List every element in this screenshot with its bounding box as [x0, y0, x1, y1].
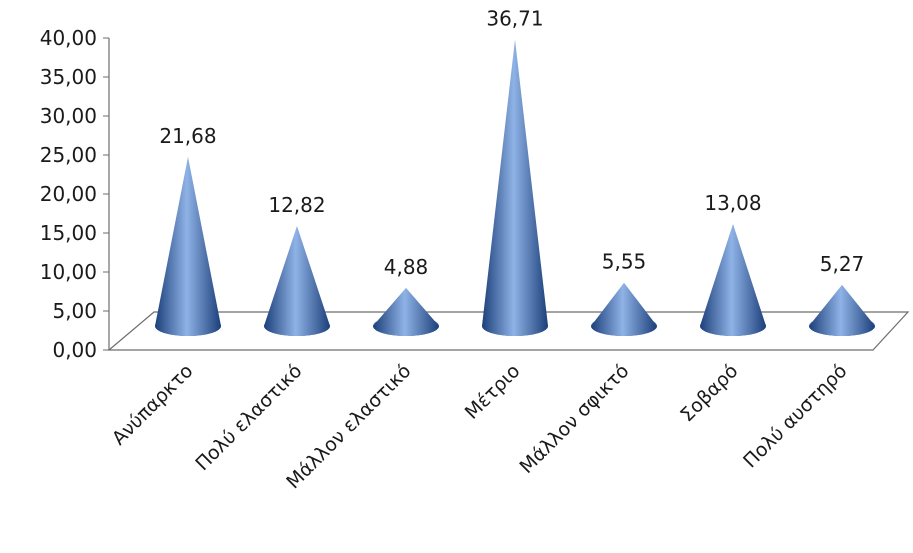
y-tick-label: 10,00 [40, 260, 97, 284]
y-tick-label: 0,00 [52, 338, 97, 362]
y-tick-label: 20,00 [40, 182, 97, 206]
value-labels: 21,68 12,82 4,88 36,71 5,55 13,08 5,27 [159, 7, 864, 279]
category-label: Σοβαρό [676, 360, 742, 426]
y-tick-label: 30,00 [40, 104, 97, 128]
cone-body [373, 287, 439, 336]
y-tick-label: 25,00 [40, 143, 97, 167]
value-label: 36,71 [486, 7, 543, 31]
cone-bar [809, 284, 875, 336]
category-label: Μάλλον σφικτό [515, 360, 633, 478]
cone-body [591, 282, 657, 336]
value-label: 5,55 [602, 250, 647, 274]
cones [155, 39, 875, 337]
value-label: 12,82 [268, 193, 325, 217]
y-tick-label: 35,00 [40, 65, 97, 89]
cone-body [809, 284, 875, 336]
category-label: Ανύπαρκτο [108, 360, 198, 450]
value-label: 4,88 [384, 255, 429, 279]
category-label: Μέτριο [461, 360, 525, 424]
cone-bar [482, 39, 548, 337]
cone-body [155, 156, 221, 336]
cone-bar [591, 282, 657, 336]
value-label: 13,08 [704, 191, 761, 215]
category-label: Μάλλον ελαστικό [282, 360, 415, 493]
cone-body [700, 223, 766, 336]
y-tick-label: 5,00 [52, 299, 97, 323]
cone-bar [264, 226, 330, 336]
value-label: 21,68 [159, 124, 216, 148]
cone-body [482, 39, 548, 337]
y-axis-ticks: 0,00 5,00 10,00 15,00 20,00 25,00 30,00 35,00 40… [40, 26, 109, 362]
y-tick-label: 40,00 [40, 26, 97, 50]
category-label: Πολύ ελαστικό [191, 360, 306, 475]
cone-bar [700, 223, 766, 336]
value-label: 5,27 [820, 252, 865, 276]
y-tick-label: 15,00 [40, 221, 97, 245]
cone-bar [373, 287, 439, 336]
cone-bar [155, 156, 221, 336]
category-label: Πολύ αυστηρό [739, 360, 851, 472]
cone-body [264, 226, 330, 336]
